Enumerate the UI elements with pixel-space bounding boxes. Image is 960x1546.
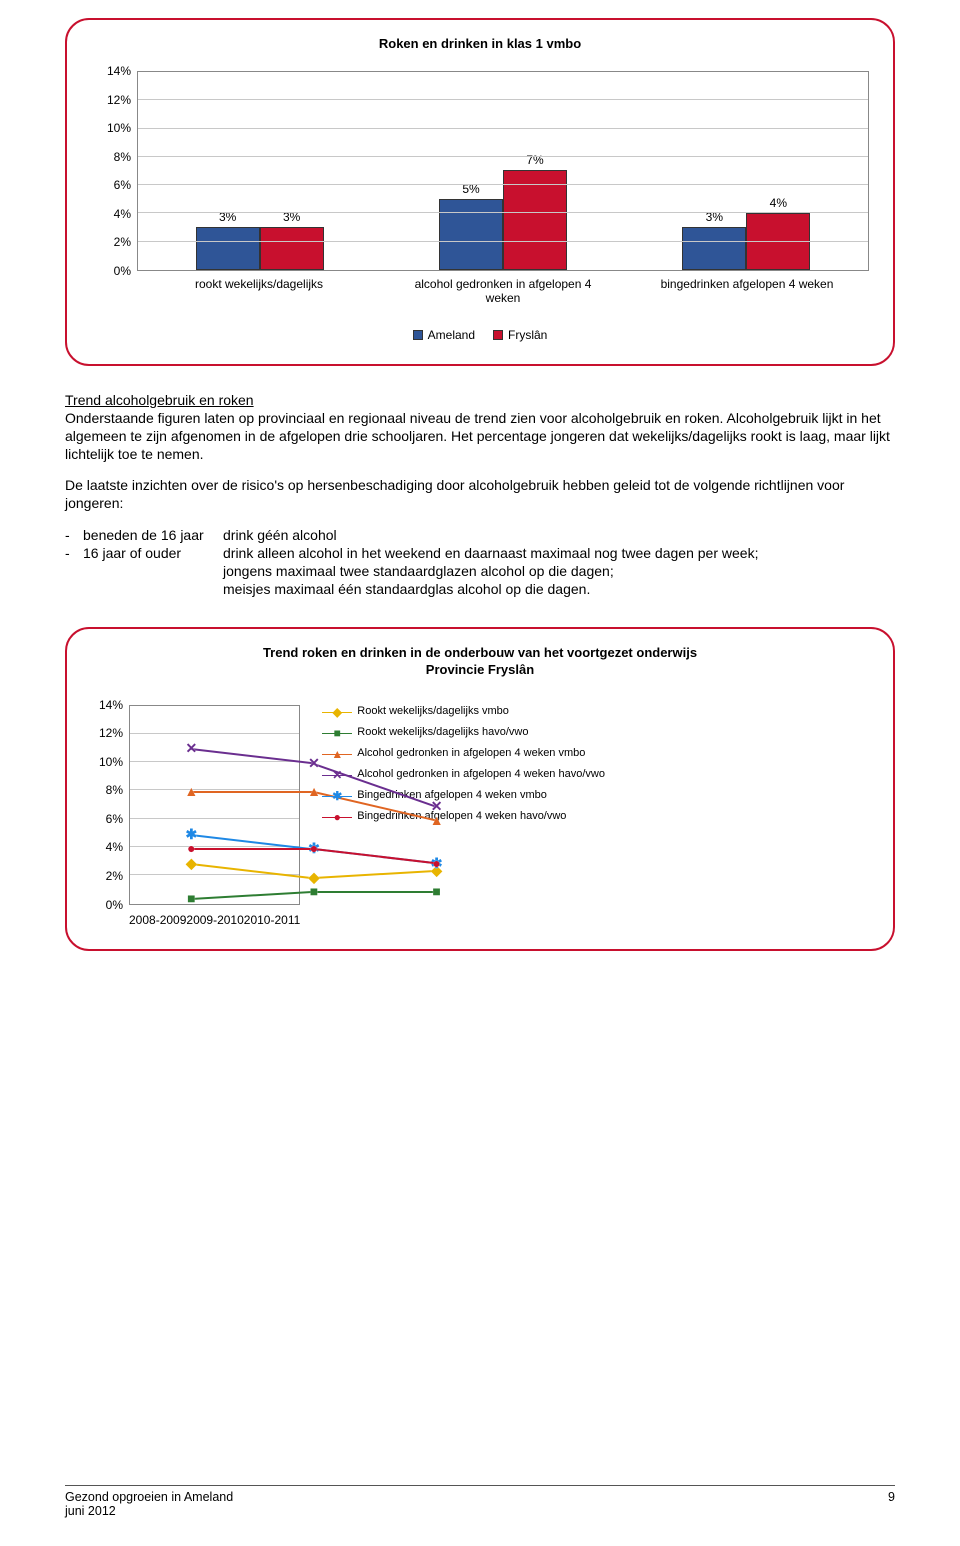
data-point-marker: ✱ [185, 827, 197, 841]
line-segment [191, 891, 314, 900]
footer-title: Gezond opgroeien in Ameland [65, 1490, 233, 1504]
guideline-row: -16 jaar of ouderdrink alleen alcohol in… [65, 545, 895, 599]
legend-marker-icon: ■ [322, 727, 352, 739]
legend-marker-icon: ▲ [322, 748, 352, 760]
chart-roken-drinken-klas1-vmbo: Roken en drinken in klas 1 vmbo 0% 2% 4% 6%… [65, 18, 895, 366]
chart1-ytick: 14% [107, 64, 131, 78]
chart2-ytick: 4% [106, 840, 123, 854]
chart2-ytick: 8% [106, 783, 123, 797]
chart2-title: Trend roken en drinken in de onderbouw v… [87, 645, 873, 679]
bar: 3% [196, 227, 260, 270]
legend-item: Fryslân [493, 328, 547, 342]
chart2-ytick: 6% [106, 812, 123, 826]
legend-item: ◆Rookt wekelijks/dagelijks vmbo [322, 705, 873, 718]
data-point-marker: ■ [432, 884, 440, 898]
chart2-xlabel: 2008-2009 [129, 913, 186, 927]
bar-group: 3%3% [196, 227, 324, 270]
data-point-marker: ✕ [431, 799, 443, 813]
data-point-marker: ■ [187, 891, 195, 905]
data-point-marker: ■ [310, 884, 318, 898]
chart1-ytick: 6% [114, 178, 131, 192]
bar: 5% [439, 199, 503, 270]
data-point-marker: ● [187, 841, 195, 855]
legend-marker-icon: ✕ [322, 769, 352, 781]
chart1-ytick: 0% [114, 264, 131, 278]
chart1-ytick: 12% [107, 93, 131, 107]
chart1-ytick: 10% [107, 121, 131, 135]
chart2-legend: ◆Rookt wekelijks/dagelijks vmbo ■Rookt we… [322, 705, 873, 927]
chart2-xlabel: 2009-2010 [186, 913, 243, 927]
chart1-legend: Ameland Fryslân [91, 328, 869, 342]
guidelines-list: -beneden de 16 jaardrink géén alcohol-16… [65, 527, 895, 599]
bar: 3% [260, 227, 324, 270]
chart1-ytick: 4% [114, 207, 131, 221]
chart2-plot: ◆◆◆■■■▲▲▲✕✕✕✱✱✱●●● [129, 705, 300, 905]
legend-swatch-icon [493, 330, 503, 340]
section-para2-lead: De laatste inzichten over de risico's op… [65, 477, 895, 513]
footer-date: juni 2012 [65, 1504, 116, 1518]
chart1-ytick: 2% [114, 235, 131, 249]
chart1-xlabel: rookt wekelijks/dagelijks [169, 277, 349, 306]
legend-swatch-icon [413, 330, 423, 340]
chart1-xlabel: bingedrinken afgelopen 4 weken [657, 277, 837, 306]
section-heading: Trend alcoholgebruik en roken [65, 392, 254, 408]
page-number: 9 [888, 1490, 895, 1518]
legend-item: Ameland [413, 328, 475, 342]
chart2-ytick: 14% [99, 698, 123, 712]
section-para1: Onderstaande figuren laten op provinciaa… [65, 410, 890, 462]
chart2-xlabel: 2010-2011 [244, 913, 301, 927]
legend-marker-icon: ● [322, 811, 352, 823]
line-segment [191, 848, 314, 850]
line-segment [191, 863, 314, 879]
line-segment [314, 891, 437, 893]
data-point-marker: ● [310, 841, 318, 855]
data-point-marker: ▲ [184, 784, 198, 798]
chart2-ytick: 10% [99, 755, 123, 769]
guideline-row: -beneden de 16 jaardrink géén alcohol [65, 527, 895, 545]
chart2-ytick: 12% [99, 726, 123, 740]
legend-item: ■Rookt wekelijks/dagelijks havo/vwo [322, 726, 873, 739]
legend-marker-icon: ✱ [322, 790, 352, 802]
page-footer: Gezond opgroeien in Ameland juni 2012 9 [65, 1485, 895, 1518]
legend-marker-icon: ◆ [322, 706, 352, 718]
chart1-ytick: 8% [114, 150, 131, 164]
bar: 3% [682, 227, 746, 270]
chart1-title: Roken en drinken in klas 1 vmbo [91, 36, 869, 51]
data-point-marker: ✕ [308, 756, 320, 770]
data-point-marker: ◆ [309, 870, 320, 884]
data-point-marker: ▲ [430, 813, 444, 827]
chart2-ytick: 0% [106, 898, 123, 912]
body-section: Trend alcoholgebruik en roken Onderstaan… [65, 392, 895, 464]
data-point-marker: ● [432, 856, 440, 870]
data-point-marker: ◆ [186, 856, 197, 870]
chart1-xlabel: alcohol gedronken in afgelopen 4 weken [413, 277, 593, 306]
legend-item: ▲Alcohol gedronken in afgelopen 4 weken … [322, 747, 873, 760]
data-point-marker: ▲ [307, 784, 321, 798]
chart2-ytick: 2% [106, 869, 123, 883]
chart1-plot: 0%2%4%6%8%10%12%14% 3%3%5%7%3%4% [91, 71, 869, 271]
legend-item: ✕Alcohol gedronken in afgelopen 4 weken … [322, 768, 873, 781]
chart-trend-roken-drinken: Trend roken en drinken in de onderbouw v… [65, 627, 895, 951]
bar-value-label: 4% [747, 196, 809, 210]
line-segment [191, 791, 314, 793]
data-point-marker: ✕ [185, 741, 197, 755]
